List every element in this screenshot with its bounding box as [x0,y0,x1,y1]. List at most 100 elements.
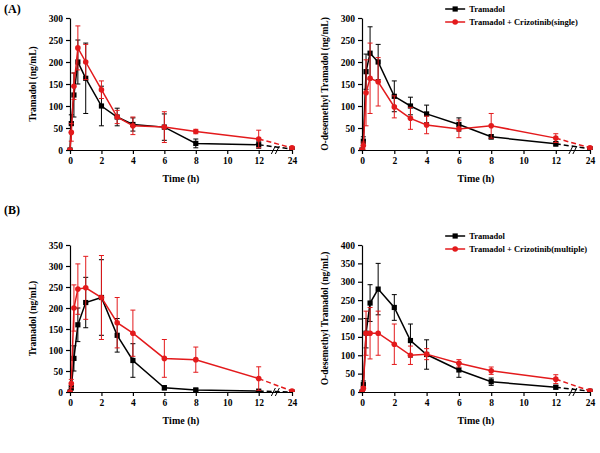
error-bar-cap [489,113,494,114]
error-bar [162,340,167,378]
error-bar-cap [456,367,461,368]
x-tick: 2 [100,150,105,166]
y-tick: 150 [49,325,70,335]
error-bar [83,43,88,113]
error-bar-cap [553,383,558,384]
legend: TramadolTramadol + Crizotinib(multiple) [445,231,587,254]
y-tick: 350 [341,259,362,269]
y-tick-label: 200 [49,58,64,68]
error-bar-cap [130,356,135,357]
series-line [70,62,259,150]
point [408,116,414,122]
y-tick-mark [358,62,362,63]
legend-marker [452,19,458,25]
point [75,286,81,292]
plot-area [67,26,295,150]
x-tick-mark [590,392,591,396]
error-bar-cap [115,347,120,348]
point [488,368,494,374]
y-tick-label: 50 [54,367,64,377]
point [130,358,135,363]
series [359,43,593,150]
y-tick: 50 [346,369,363,379]
point [289,145,295,150]
y-tick-label: 200 [49,304,64,314]
error-bar-cap [424,339,429,340]
x-tick-label: 24 [288,398,298,408]
error-bar-cap [408,346,413,347]
y-tick-label: 250 [49,36,64,46]
x-tick-label: 6 [457,398,462,408]
panel-label: (A) [4,2,21,16]
x-tick-mark [227,150,228,154]
point [99,87,105,93]
y-tick-mark [66,287,70,288]
x-tick: 24 [586,150,596,166]
error-bar-cap [376,263,381,264]
y-tick-label: 200 [341,314,356,324]
y-tick-label: 100 [341,102,356,112]
series-line-break [259,139,292,148]
error-bar [456,120,461,138]
x-axis-title: Time (h) [163,173,200,185]
y-axis: 050100150200250300350400 [341,241,363,398]
error-bar-cap [71,99,76,100]
error-bar-cap [376,106,381,107]
error-bar-cap [424,348,429,349]
error-bar-cap [489,138,494,139]
x-axis-title: Time (h) [458,415,495,427]
point [162,385,167,390]
y-tick-mark [358,355,362,356]
point [587,145,593,150]
y-tick: 100 [49,346,70,356]
y-tick-label: 150 [341,332,356,342]
y-tick-label: 0 [350,146,355,156]
error-bar-cap [83,256,88,257]
error-bar-cap [376,44,381,45]
axis-break [569,146,573,154]
y-tick-mark [66,371,70,372]
error-bar-stem [85,43,86,113]
y-tick: 250 [49,283,70,293]
series-line [362,53,556,150]
error-bar-cap [193,147,198,148]
point [69,130,75,136]
point [375,79,381,85]
error-bar [71,285,76,331]
x-tick-mark [556,392,557,396]
x-tick-label: 2 [392,398,397,408]
y-tick-label: 0 [350,388,355,398]
error-bar-cap [162,111,167,112]
y-tick-mark [66,308,70,309]
point [456,367,461,372]
error-bar-cap [364,311,369,312]
point [67,147,72,150]
series-line [70,298,259,393]
x-tick-mark [523,150,524,154]
x-tick-label: 8 [489,156,494,166]
point [75,45,81,51]
x-tick-mark [101,392,102,396]
x-tick-mark [427,392,428,396]
y-tick-mark [358,18,362,19]
y-tick: 150 [341,332,362,342]
y-tick: 300 [341,277,362,287]
error-bar-cap [553,133,558,134]
x-tick: 4 [425,150,430,166]
error-bar-cap [424,359,429,360]
x-tick: 2 [100,392,105,408]
x-tick-mark [459,150,460,154]
x-tick-mark [164,150,165,154]
x-tick-mark [164,392,165,396]
error-bar-cap [71,73,76,74]
y-tick: 250 [341,36,362,46]
error-bar-cap [71,73,76,74]
x-axis: 02468101224 [360,392,595,408]
x-tick: 6 [457,150,462,166]
point [553,385,558,390]
legend-entry: Tramadol + Crizotinib(multiple) [445,244,587,254]
error-bar-cap [99,125,104,126]
legend-label: Tramadol + Crizotinib(single) [469,17,578,27]
error-bar-cap [424,369,429,370]
x-tick-mark [259,150,260,154]
